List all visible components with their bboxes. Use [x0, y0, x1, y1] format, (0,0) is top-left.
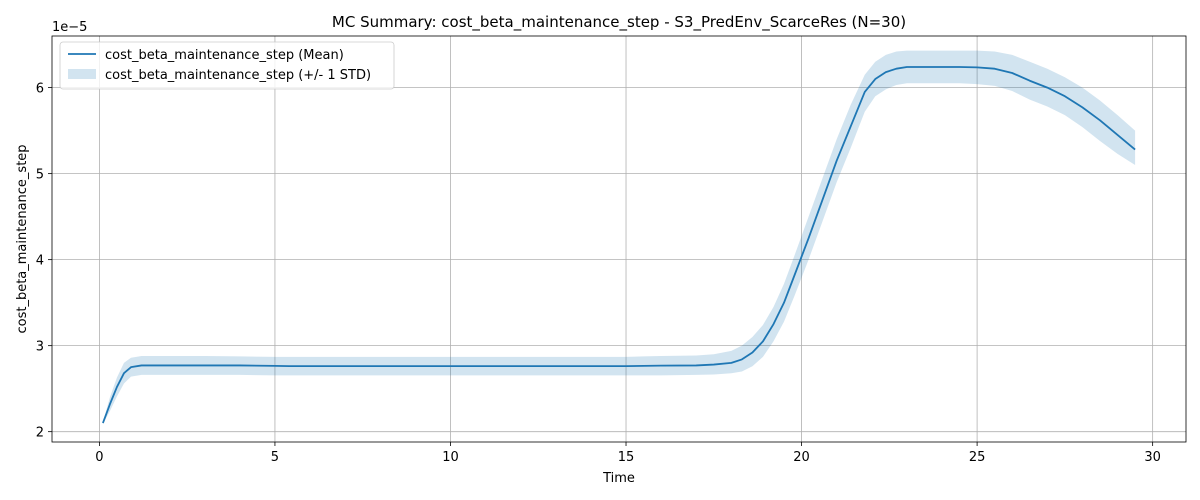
y-axis-ticks: 2 3 4 5 6 [36, 82, 52, 441]
y-tick-label: 2 [36, 426, 44, 441]
chart-title: MC Summary: cost_beta_maintenance_step -… [332, 13, 906, 32]
legend: cost_beta_maintenance_step (Mean) cost_b… [59, 41, 395, 90]
x-tick-label: 20 [793, 450, 810, 465]
std-band [102, 50, 1136, 424]
y-tick-label: 6 [36, 82, 44, 97]
grid [52, 36, 1186, 442]
x-tick-label: 30 [1144, 450, 1161, 465]
plot-frame [51, 35, 1187, 443]
legend-std-swatch [68, 69, 96, 79]
x-tick-label: 0 [95, 450, 103, 465]
x-tick-label: 25 [969, 450, 986, 465]
y-tick-label: 3 [36, 340, 44, 355]
x-tick-label: 15 [618, 450, 635, 465]
legend-mean-label: cost_beta_maintenance_step (Mean) [105, 48, 344, 63]
legend-box [59, 41, 395, 90]
y-axis-label: cost_beta_maintenance_step [15, 144, 30, 333]
legend-std-label: cost_beta_maintenance_step (+/- 1 STD) [105, 68, 371, 83]
y-tick-label: 4 [36, 254, 44, 269]
x-axis-label: Time [602, 471, 635, 486]
mean-line [102, 66, 1136, 424]
std-band-layer [102, 50, 1136, 424]
mean-line-layer [102, 66, 1136, 424]
y-tick-label: 5 [36, 168, 44, 183]
x-axis-ticks: 0 5 10 15 20 25 30 [95, 442, 1161, 465]
x-tick-label: 10 [442, 450, 459, 465]
x-tick-label: 5 [271, 450, 279, 465]
y-offset-label: 1e−5 [52, 20, 87, 35]
